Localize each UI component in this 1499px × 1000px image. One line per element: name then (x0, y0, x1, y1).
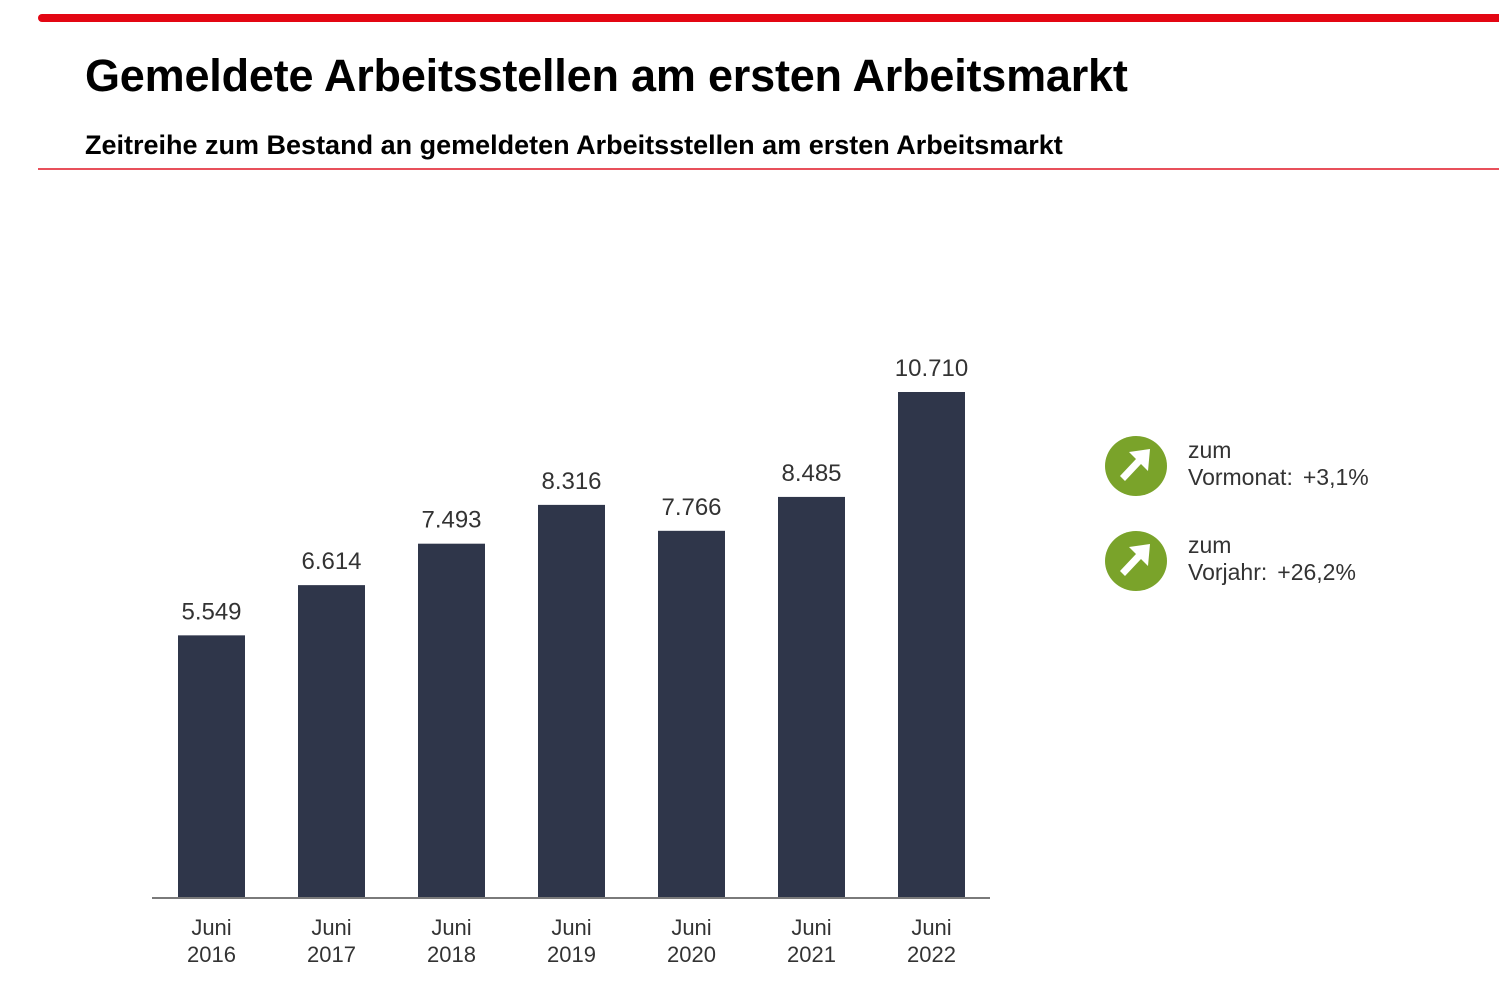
bar-2017 (298, 585, 365, 897)
labels-group: 5.549Juni20166.614Juni20177.493Juni20188… (181, 355, 968, 967)
x-tick-label-year: 2022 (907, 942, 956, 967)
subtitle-divider (38, 168, 1499, 170)
kpi-vorjahr: zum Vorjahr: +26,2% (1104, 530, 1464, 596)
x-tick-label-month: Juni (911, 915, 951, 940)
value-label: 7.493 (421, 507, 481, 534)
x-tick-label-year: 2021 (787, 942, 836, 967)
top-accent-rule (38, 14, 1499, 22)
arrow-up-right-icon (1105, 531, 1167, 591)
value-label: 6.614 (301, 548, 361, 575)
x-tick-label-year: 2017 (307, 942, 356, 967)
value-label: 8.316 (541, 468, 601, 495)
value-label: 8.485 (781, 460, 841, 487)
bar-2016 (178, 635, 245, 897)
bar-2019 (538, 504, 605, 897)
x-tick-label-year: 2018 (427, 942, 476, 967)
kpi-label-line1: zum (1188, 532, 1232, 558)
page-subtitle: Zeitreihe zum Bestand an gemeldeten Arbe… (85, 130, 1063, 160)
x-tick-label-month: Juni (191, 915, 231, 940)
x-tick-label-year: 2016 (187, 942, 236, 967)
kpi-label-line2: Vorjahr: +26,2% (1188, 559, 1356, 586)
bar-2020 (658, 530, 725, 897)
bar-chart: 5.549Juni20166.614Juni20177.493Juni20188… (152, 355, 990, 967)
bar-2022 (898, 392, 965, 897)
value-label: 7.766 (661, 494, 721, 521)
kpi-vormonat: zum Vormonat: +3,1% (1104, 435, 1464, 501)
x-tick-label-year: 2019 (547, 942, 596, 967)
value-label: 10.710 (895, 355, 968, 382)
bar-2018 (418, 543, 485, 897)
x-tick-label-year: 2020 (667, 942, 716, 967)
bar-2021 (778, 496, 845, 897)
kpi-label-line1: zum (1188, 437, 1232, 463)
kpi-label: Vormonat: (1188, 464, 1293, 490)
arrow-up-right-icon (1105, 436, 1167, 496)
kpi-value: +26,2% (1277, 559, 1356, 585)
x-tick-label-month: Juni (431, 915, 471, 940)
x-tick-label-month: Juni (671, 915, 711, 940)
kpi-label-line2: Vormonat: +3,1% (1188, 464, 1369, 491)
kpi-label: Vorjahr: (1188, 559, 1268, 585)
kpi-value: +3,1% (1302, 464, 1369, 490)
page-title: Gemeldete Arbeitsstellen am ersten Arbei… (85, 50, 1128, 101)
bars-group (178, 392, 965, 897)
value-label: 5.549 (181, 598, 241, 625)
x-tick-label-month: Juni (791, 915, 831, 940)
x-tick-label-month: Juni (311, 915, 351, 940)
x-tick-label-month: Juni (551, 915, 591, 940)
